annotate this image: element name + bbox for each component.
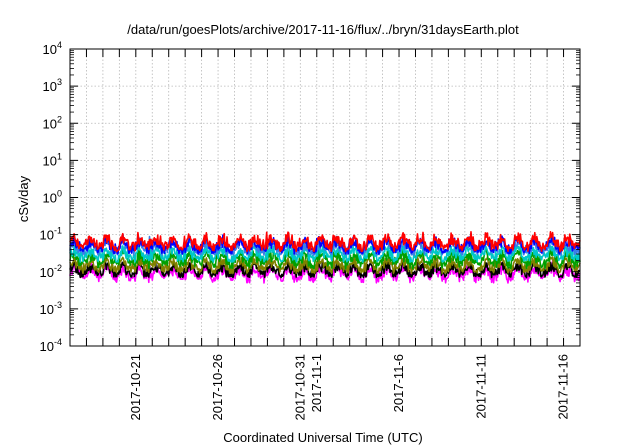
y-axis-label: cSv/day xyxy=(16,175,31,222)
y-tick-label: 10-3 xyxy=(40,300,62,317)
x-tick-label: 2017-11-1 xyxy=(309,354,324,412)
y-tick-label: 102 xyxy=(43,114,62,131)
y-tick-label: 103 xyxy=(43,77,62,94)
series-group xyxy=(69,231,581,284)
x-tick-label: 2017-10-31 xyxy=(292,354,307,421)
y-tick-label: 104 xyxy=(43,40,62,57)
x-axis-label: Coordinated Universal Time (UTC) xyxy=(223,430,422,445)
y-tick-label: 10-1 xyxy=(40,226,62,243)
y-tick-label: 100 xyxy=(43,189,62,206)
y-tick-label: 101 xyxy=(43,151,62,168)
x-tick-label: 2017-11-16 xyxy=(556,354,571,420)
chart-title: /data/run/goesPlots/archive/2017-11-16/f… xyxy=(127,22,519,37)
x-tick-label: 2017-10-26 xyxy=(210,354,225,421)
x-tick-label: 2017-11-6 xyxy=(391,354,406,412)
x-ticks: 2017-10-21 2017-10-26 2017-10-31 2017-11-1 2… xyxy=(85,49,571,421)
x-tick-label: 2017-10-21 xyxy=(128,354,143,421)
x-tick-label: 2017-11-11 xyxy=(473,354,488,419)
series-line xyxy=(69,231,581,253)
y-tick-label: 10-2 xyxy=(40,263,62,280)
y-tick-label: 10-4 xyxy=(40,337,62,354)
y-ticks: 10-4 10-3 10-2 10-1 100 101 102 103 104 xyxy=(40,40,580,354)
series-line xyxy=(69,256,581,275)
grid xyxy=(70,49,580,346)
